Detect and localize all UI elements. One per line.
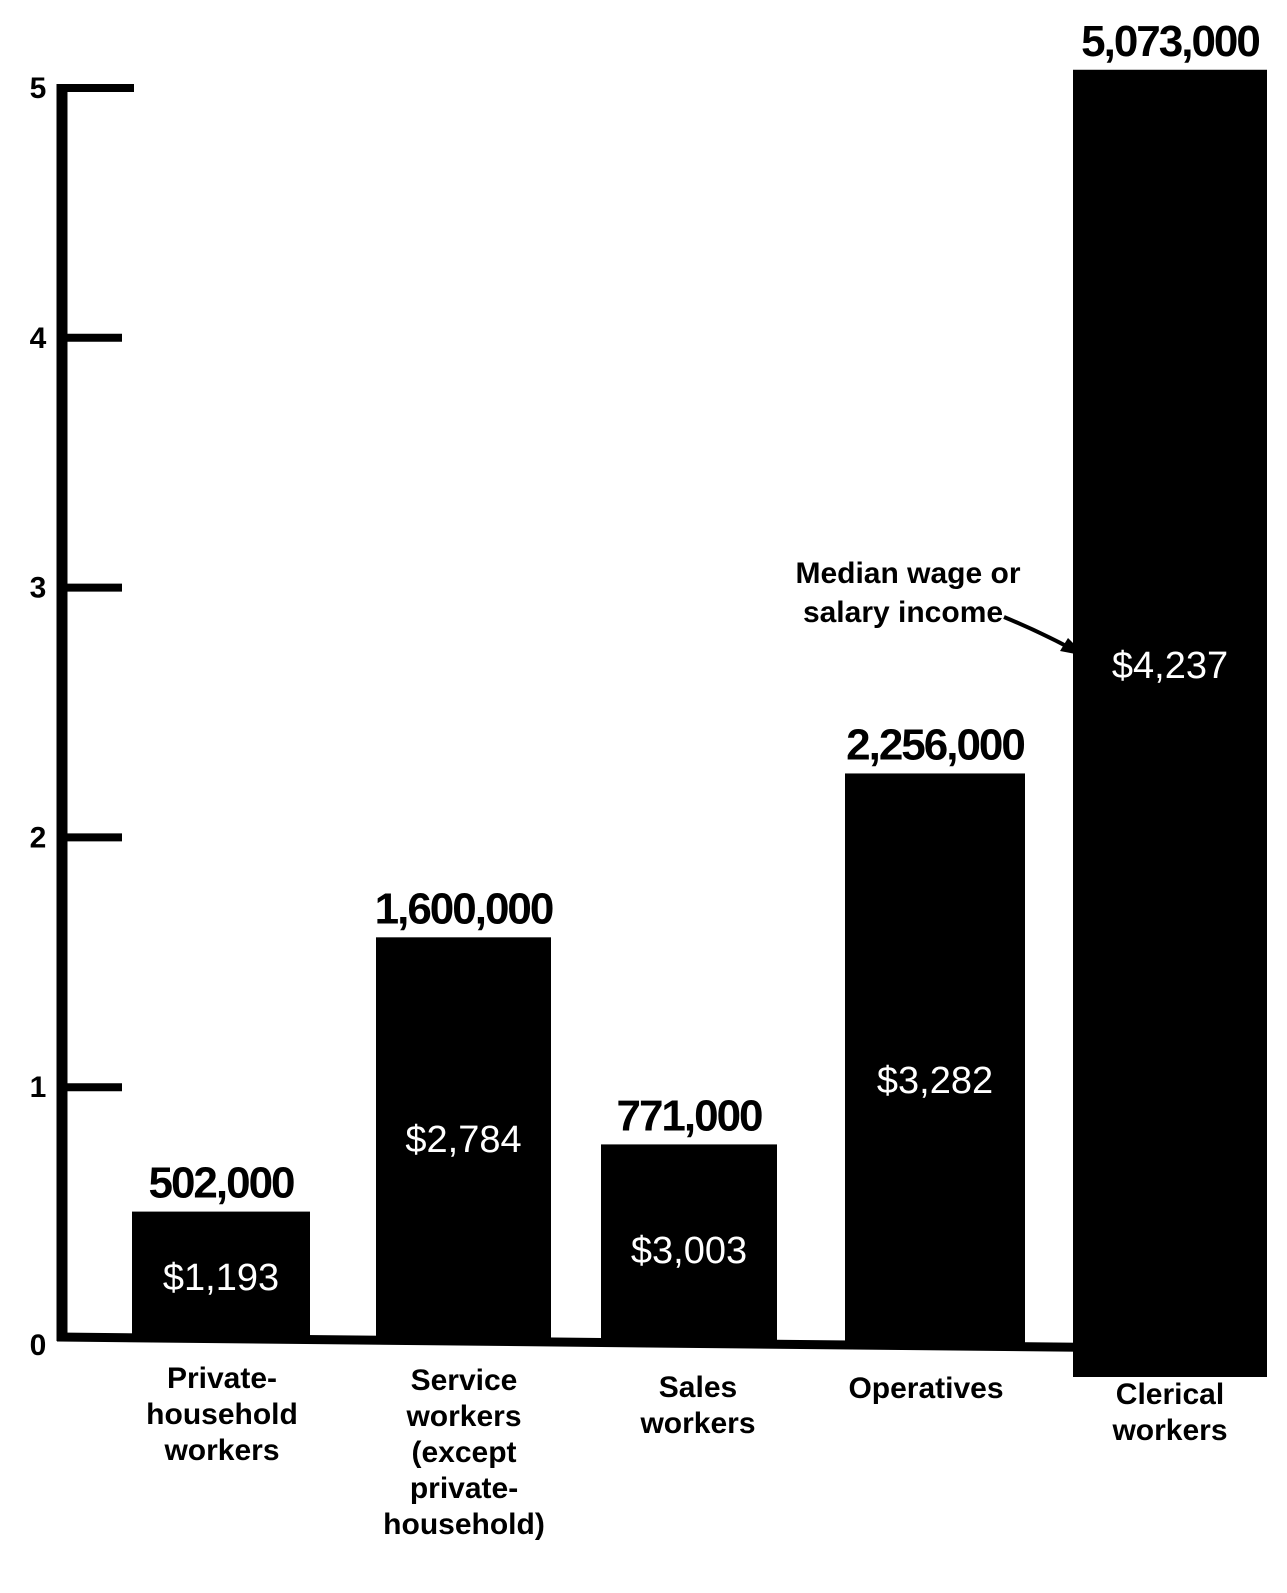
bar bbox=[132, 1211, 310, 1337]
income-label: $4,237 bbox=[1112, 645, 1228, 687]
category-label: workers bbox=[163, 1434, 279, 1467]
bar bbox=[1073, 69, 1267, 1377]
category-label: Operatives bbox=[848, 1372, 1003, 1405]
annotation: Median wage or salary income bbox=[795, 557, 1086, 656]
category-label: Private- bbox=[167, 1362, 277, 1395]
category-label: workers bbox=[1111, 1414, 1227, 1447]
category-label: Clerical bbox=[1116, 1378, 1224, 1411]
annotation-text: Median wage or bbox=[795, 557, 1020, 590]
income-label: $3,003 bbox=[631, 1230, 747, 1272]
arrowhead-icon bbox=[1060, 638, 1086, 656]
value-label: 2,256,000 bbox=[846, 720, 1024, 769]
income-label: $3,282 bbox=[877, 1060, 993, 1102]
category-label: Sales bbox=[659, 1371, 737, 1404]
bar bbox=[601, 1144, 777, 1342]
income-label: $2,784 bbox=[405, 1119, 521, 1161]
bar bbox=[845, 773, 1025, 1345]
y-tick-label: 4 bbox=[30, 322, 47, 355]
category-label: Service bbox=[411, 1364, 518, 1397]
value-label: 502,000 bbox=[148, 1159, 294, 1208]
bars bbox=[132, 69, 1267, 1377]
y-tick-label: 1 bbox=[30, 1071, 47, 1104]
income-label: $1,193 bbox=[163, 1257, 279, 1299]
annotation-text: salary income bbox=[803, 596, 1003, 629]
y-tick-label: 0 bbox=[30, 1329, 47, 1362]
category-label: household) bbox=[383, 1508, 545, 1541]
category-label: household bbox=[146, 1398, 298, 1431]
category-labels: Private-householdworkersServiceworkers(e… bbox=[146, 1362, 1227, 1541]
category-label: workers bbox=[639, 1407, 755, 1440]
bar-labels: 502,000 1,600,000 771,000 2,256,000 5,073,00… bbox=[148, 17, 1261, 1299]
category-label: workers bbox=[405, 1400, 521, 1433]
value-label: 771,000 bbox=[616, 1091, 762, 1140]
category-label: (except bbox=[411, 1436, 516, 1469]
y-tick-label: 3 bbox=[30, 572, 47, 605]
y-axis: 0 1 2 3 4 5 bbox=[30, 72, 1251, 1362]
value-label: 5,073,000 bbox=[1081, 17, 1259, 66]
category-label: private- bbox=[410, 1472, 518, 1505]
bar bbox=[376, 937, 551, 1340]
y-tick-label: 5 bbox=[30, 72, 47, 105]
value-label: 1,600,000 bbox=[375, 884, 553, 933]
x-axis-baseline bbox=[56, 1332, 1251, 1354]
y-tick-label: 2 bbox=[30, 821, 47, 854]
annotation-arrow bbox=[1003, 615, 1071, 650]
